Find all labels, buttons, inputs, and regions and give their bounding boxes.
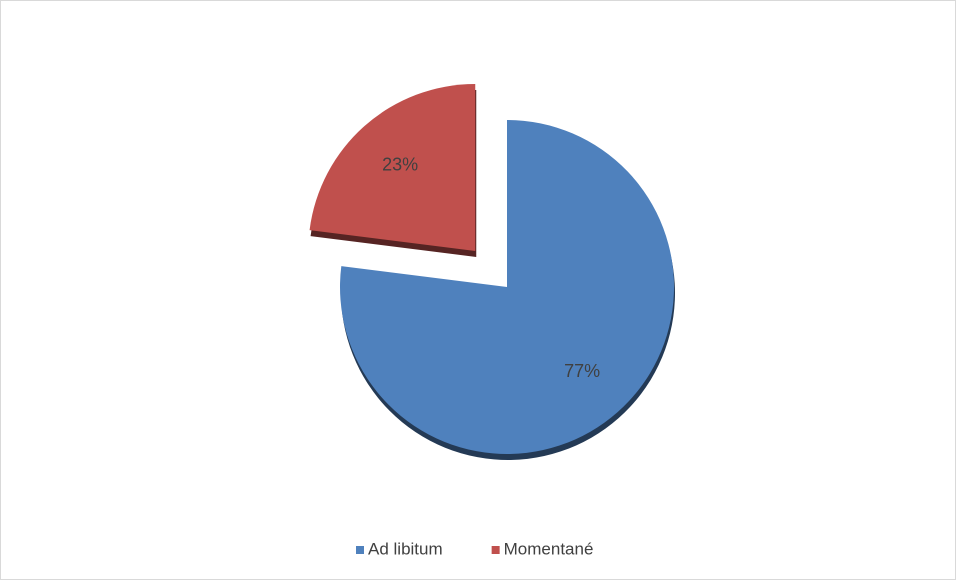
slice <box>340 120 675 455</box>
data-label: 23% <box>382 155 418 175</box>
legend-label: Ad libitum <box>368 539 443 558</box>
legend-label: Momentané <box>504 539 594 558</box>
legend-swatch <box>491 546 500 554</box>
legend-swatch <box>356 546 364 554</box>
slice <box>309 83 476 251</box>
data-label: 77% <box>564 361 600 381</box>
